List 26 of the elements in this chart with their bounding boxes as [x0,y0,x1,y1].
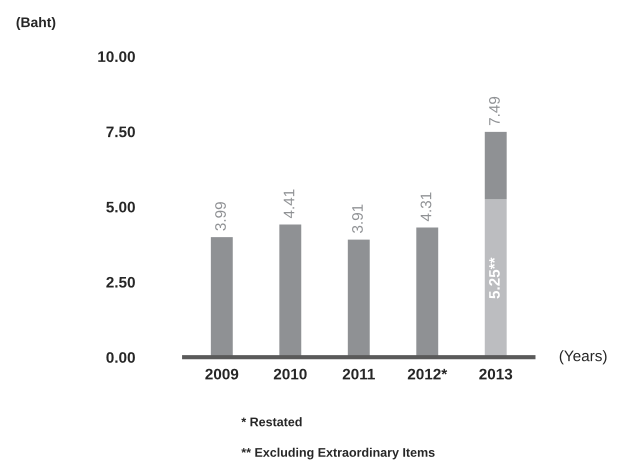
x-tick-label: 2010 [274,368,307,380]
bar [416,228,438,358]
x-tick-label: 2009 [205,368,238,380]
text: * Restated [241,417,302,426]
y-tick-label: 5.00 [106,202,135,212]
bar [484,199,507,358]
x-tick-label: 2012* [408,368,448,380]
total-label: 4.41 [284,190,294,218]
x-tick-label: 2011 [342,368,375,380]
y-tick-label: 7.50 [106,126,135,138]
text: ** Excluding Extraordinary Items [241,448,435,460]
total-label: 4.31 [420,192,432,222]
bar [279,224,302,358]
bar [484,132,507,200]
total-label: 3.99 [215,202,226,231]
y-axis-title: (Baht) [16,17,56,30]
y-tick-label: 0.00 [106,352,135,363]
bar [348,240,370,358]
bar [210,237,233,358]
x-tick-label: 2013 [479,368,512,380]
total-label: 7.49 [489,96,500,126]
y-tick-label: 10.00 [98,51,135,62]
x-axis-title: (Years) [560,350,607,364]
total-label: 3.91 [352,204,363,233]
data-label: 5.25** [489,257,500,299]
y-tick-label: 2.50 [106,276,135,288]
